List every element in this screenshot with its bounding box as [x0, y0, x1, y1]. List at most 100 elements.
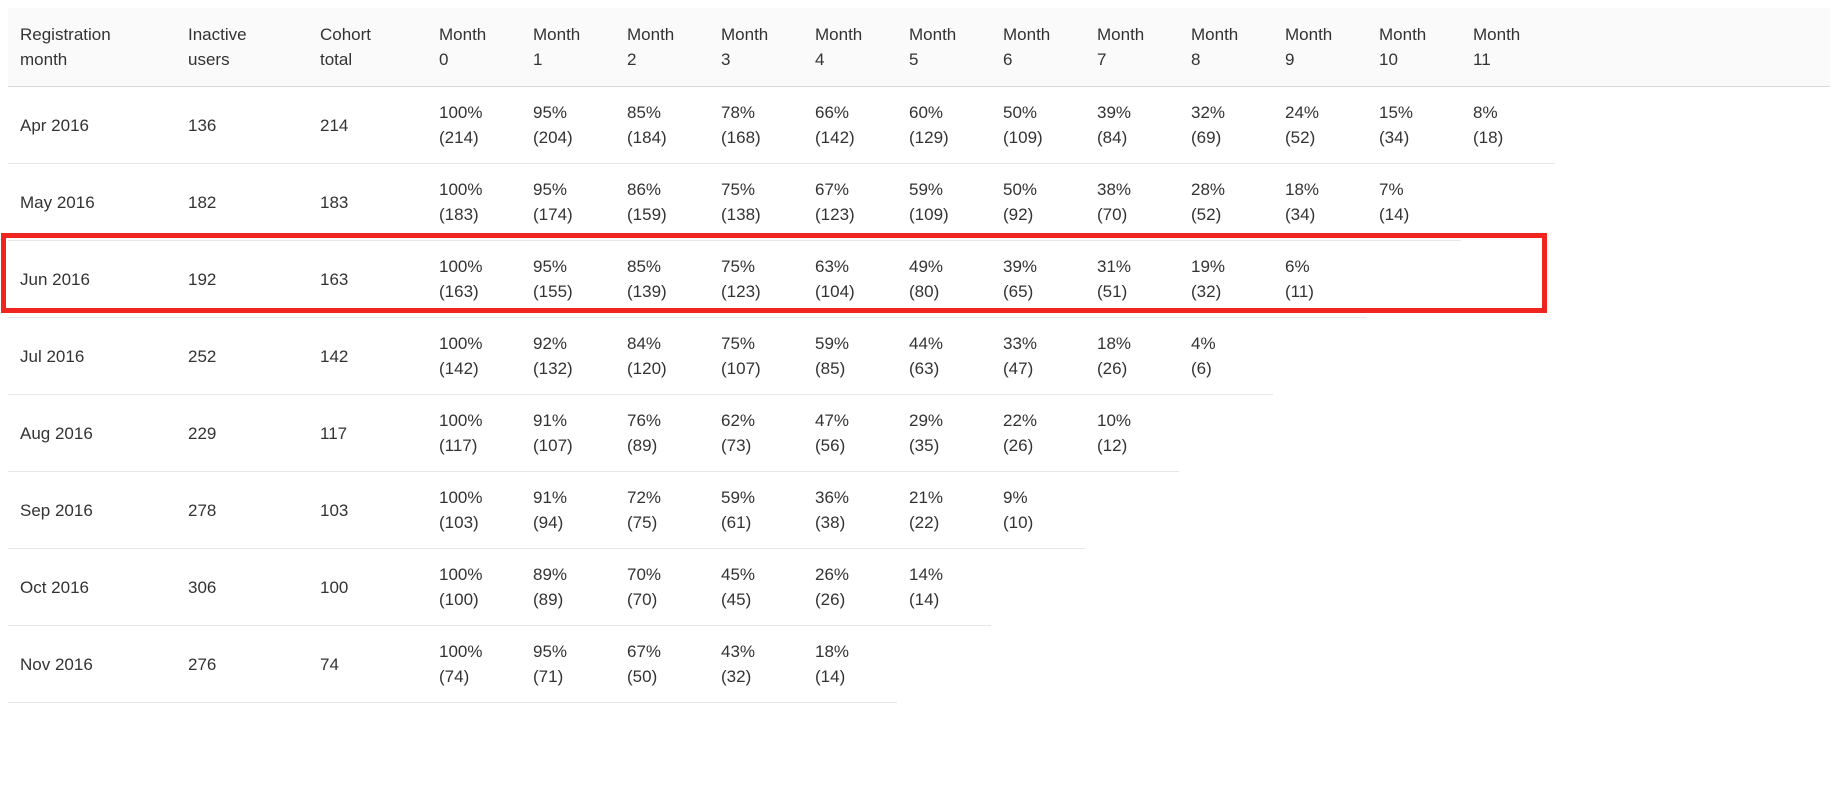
retention-percent: 59%: [909, 180, 944, 199]
column-header: Month 7: [1085, 8, 1179, 87]
cohort-total: 183: [308, 163, 427, 241]
retention-count: (47): [1003, 359, 1034, 378]
retention-cell: 49% (80): [897, 240, 991, 318]
retention-cell: [991, 626, 1085, 703]
retention-percent: 72%: [627, 488, 662, 507]
retention-count: (204): [533, 128, 573, 147]
retention-cell: 7% (14): [1367, 163, 1461, 241]
retention-cell: [1367, 472, 1461, 549]
retention-count: (123): [721, 282, 761, 301]
retention-cell: 15% (34): [1367, 86, 1461, 164]
retention-count: (123): [815, 205, 855, 224]
retention-count: (85): [815, 359, 846, 378]
cohort-total: 214: [308, 86, 427, 164]
retention-cell: [1273, 318, 1367, 395]
retention-count: (103): [439, 513, 479, 532]
retention-percent: 63%: [815, 257, 850, 276]
cohort-row-aug-2016: Aug 2016 229 117 100% (117) 91% (107) 76% (89) 62…: [8, 394, 1830, 472]
retention-cell: 67% (50): [615, 625, 709, 703]
retention-cell: 100% (183): [427, 163, 521, 241]
retention-percent: 100%: [439, 488, 483, 507]
retention-percent: 95%: [533, 257, 568, 276]
inactive-users: 306: [176, 548, 308, 626]
retention-count: (117): [439, 436, 478, 455]
retention-cell: [1273, 626, 1367, 703]
retention-percent: 45%: [721, 565, 756, 584]
retention-percent: 19%: [1191, 257, 1226, 276]
retention-percent: 75%: [721, 180, 756, 199]
retention-count: (174): [533, 205, 573, 224]
retention-percent: 49%: [909, 257, 944, 276]
retention-cell: [897, 626, 991, 703]
row-filler: [1555, 395, 1830, 472]
retention-percent: 59%: [721, 488, 756, 507]
retention-cell: 39% (65): [991, 240, 1085, 318]
retention-count: (65): [1003, 282, 1034, 301]
registration-month: Sep 2016: [8, 471, 176, 549]
retention-cell: 75% (123): [709, 240, 803, 318]
retention-percent: 85%: [627, 103, 662, 122]
column-header: Month 4: [803, 8, 897, 87]
retention-count: (56): [815, 436, 846, 455]
column-header: Month 11: [1461, 8, 1555, 87]
retention-percent: 91%: [533, 488, 568, 507]
retention-count: (18): [1473, 128, 1504, 147]
retention-cell: 62% (73): [709, 394, 803, 472]
retention-cell: 4% (6): [1179, 317, 1273, 395]
retention-cell: 22% (26): [991, 394, 1085, 472]
retention-count: (104): [815, 282, 855, 301]
retention-cell: [1461, 626, 1555, 703]
retention-cell: 21% (22): [897, 471, 991, 549]
retention-count: (52): [1285, 128, 1316, 147]
retention-count: (139): [627, 282, 667, 301]
table-body: Apr 2016 136 214 100% (214) 95% (204) 85% (184) 7…: [8, 86, 1830, 703]
retention-cell: 100% (117): [427, 394, 521, 472]
retention-cell: [1273, 472, 1367, 549]
retention-percent: 100%: [439, 411, 483, 430]
retention-cell: 24% (52): [1273, 86, 1367, 164]
retention-percent: 22%: [1003, 411, 1038, 430]
retention-percent: 92%: [533, 334, 568, 353]
retention-cell: 86% (159): [615, 163, 709, 241]
retention-cell: [1461, 241, 1555, 318]
retention-count: (69): [1191, 128, 1222, 147]
retention-count: (34): [1285, 205, 1316, 224]
retention-cell: [1461, 472, 1555, 549]
retention-cell: [1179, 549, 1273, 626]
retention-count: (132): [533, 359, 573, 378]
column-header: Month 10: [1367, 8, 1461, 87]
retention-cell: 66% (142): [803, 86, 897, 164]
retention-cell: 100% (103): [427, 471, 521, 549]
retention-cell: 47% (56): [803, 394, 897, 472]
retention-cell: 70% (70): [615, 548, 709, 626]
retention-cell: 50% (92): [991, 163, 1085, 241]
retention-cell: 33% (47): [991, 317, 1085, 395]
retention-cell: 39% (84): [1085, 86, 1179, 164]
cohort-table: Registration month Inactive users Cohort tota…: [8, 8, 1830, 703]
retention-cell: 100% (163): [427, 240, 521, 318]
retention-percent: 95%: [533, 180, 568, 199]
retention-percent: 70%: [627, 565, 662, 584]
retention-count: (34): [1379, 128, 1410, 147]
retention-cell: 38% (70): [1085, 163, 1179, 241]
retention-cell: 36% (38): [803, 471, 897, 549]
retention-cell: 75% (107): [709, 317, 803, 395]
retention-cell: 95% (155): [521, 240, 615, 318]
cohort-total: 163: [308, 240, 427, 318]
retention-cell: 59% (85): [803, 317, 897, 395]
retention-cell: 6% (11): [1273, 240, 1367, 318]
retention-count: (163): [439, 282, 479, 301]
row-filler: [1555, 626, 1830, 703]
cohort-total: 74: [308, 625, 427, 703]
retention-cell: 85% (184): [615, 86, 709, 164]
cohort-row-oct-2016: Oct 2016 306 100 100% (100) 89% (89) 70% (70) 45%…: [8, 548, 1830, 626]
retention-count: (22): [909, 513, 940, 532]
retention-count: (138): [721, 205, 761, 224]
cohort-row-jun-2016: Jun 2016 192 163 100% (163) 95% (155) 85% (139) 7…: [8, 240, 1830, 318]
retention-cell: [1367, 318, 1461, 395]
retention-percent: 32%: [1191, 103, 1226, 122]
retention-percent: 67%: [815, 180, 850, 199]
retention-cell: 26% (26): [803, 548, 897, 626]
retention-cell: 63% (104): [803, 240, 897, 318]
